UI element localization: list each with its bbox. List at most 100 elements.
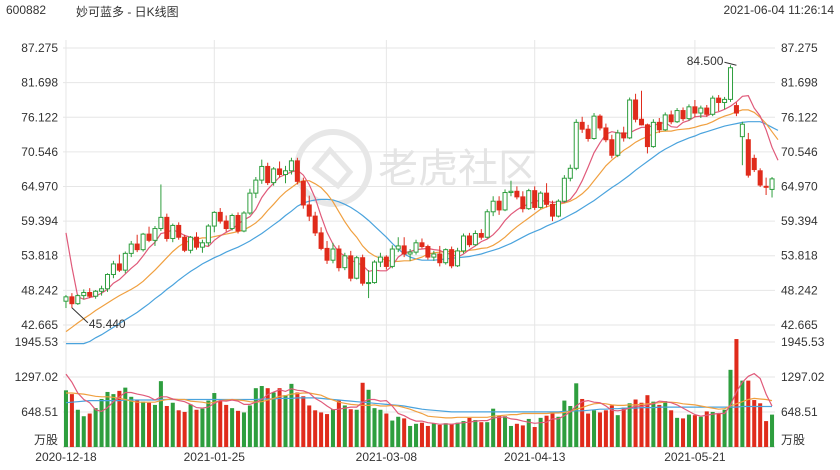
volume-bar xyxy=(497,415,502,447)
volume-bar xyxy=(443,423,448,447)
candle-body xyxy=(532,190,538,208)
candle-body xyxy=(324,247,330,261)
volume-bar xyxy=(431,423,436,447)
candle-body xyxy=(134,243,140,251)
candle-body xyxy=(757,170,763,186)
volume-bar xyxy=(568,405,573,447)
volume-bar xyxy=(176,410,181,447)
candle-body xyxy=(727,67,734,100)
volume-bar xyxy=(265,388,270,447)
candle-body xyxy=(235,214,241,232)
volume-bar xyxy=(686,414,691,447)
candle-body xyxy=(508,190,514,194)
watermark: 老虎社区 xyxy=(294,129,538,207)
volume-bar xyxy=(669,410,674,447)
candle-body xyxy=(472,233,478,246)
candle-body xyxy=(75,295,81,305)
volume-bar xyxy=(348,409,353,447)
candle-body xyxy=(484,211,490,238)
volume-bar xyxy=(704,411,709,447)
volume-bar xyxy=(241,412,246,447)
volume-bar xyxy=(99,398,104,447)
volume-bar xyxy=(503,416,508,447)
candle-body xyxy=(538,192,544,208)
candle-body xyxy=(460,235,467,252)
volume-bar xyxy=(592,410,597,447)
price-tick-label: 48.242 xyxy=(21,283,58,297)
candle-body xyxy=(69,296,75,305)
volume-bar xyxy=(141,401,146,447)
volume-bar xyxy=(639,402,644,447)
candle-body xyxy=(597,115,603,129)
watermark-text: 老虎社区 xyxy=(378,146,538,192)
volume-bar xyxy=(206,400,211,447)
volume-bar xyxy=(603,410,608,447)
candle-body xyxy=(466,235,472,246)
candle-body xyxy=(128,243,134,254)
volume-bar xyxy=(277,388,282,447)
volume-bar xyxy=(758,403,763,447)
volume-bar xyxy=(770,414,775,447)
candle-body xyxy=(615,132,621,156)
volume-bar xyxy=(580,398,585,447)
ma20-line xyxy=(66,121,779,345)
volume-bar xyxy=(520,425,525,447)
candle-body xyxy=(591,115,597,140)
candle-body xyxy=(81,291,87,297)
watermark-logo-mark xyxy=(311,146,354,190)
volume-bar xyxy=(514,423,519,447)
candle-body xyxy=(425,246,431,258)
volume-bar xyxy=(372,408,377,447)
annotations: 84.500 45.440 xyxy=(71,54,737,331)
volume-bar xyxy=(562,400,567,447)
volume-bar xyxy=(147,402,152,447)
volume-bar xyxy=(467,417,472,447)
volume-bar xyxy=(663,401,668,447)
candle-body xyxy=(633,99,639,120)
price-tick-label: 48.242 xyxy=(781,283,818,297)
volume-bar xyxy=(224,404,229,447)
volume-bar xyxy=(574,383,579,447)
candle-body xyxy=(158,216,164,230)
candle-body xyxy=(241,212,247,232)
candle-body xyxy=(722,98,728,103)
volume-tick-label: 1297.02 xyxy=(15,370,59,384)
volume-bar xyxy=(740,380,745,447)
candle-body xyxy=(294,160,300,182)
volume-bar xyxy=(461,421,466,447)
candle-body xyxy=(561,177,567,202)
price-tick-label: 76.122 xyxy=(781,110,818,124)
volume-bar xyxy=(550,412,555,447)
chart-header: 600882 妙可蓝多 - 日K线图 2021-06-04 11:26:14 xyxy=(0,0,840,20)
candle-body xyxy=(99,288,105,292)
candle-body xyxy=(526,190,532,210)
price-tick-label: 70.546 xyxy=(21,145,58,159)
volume-bar xyxy=(681,418,686,447)
candle-body xyxy=(188,236,194,251)
date-label: 2020-12-18 xyxy=(35,450,97,464)
volume-bar xyxy=(164,405,169,447)
candle-body xyxy=(603,127,609,141)
stock-code: 600882 xyxy=(6,3,47,17)
volume-bar xyxy=(609,405,614,447)
volume-bar xyxy=(81,416,86,447)
candle-body xyxy=(496,200,502,211)
candle-body xyxy=(306,204,312,217)
timestamp: 2021-06-04 11:26:14 xyxy=(723,3,834,17)
volume-ma5-line xyxy=(65,372,773,425)
price-axis-left: 87.275 81.698 76.122 70.546 64.970 59.394 53.8… xyxy=(21,41,58,332)
candle-body xyxy=(312,215,318,234)
candle-body xyxy=(710,97,716,115)
volume-bar xyxy=(313,410,318,447)
volume-tick-label: 1945.53 xyxy=(15,335,59,349)
volume-bar xyxy=(63,390,68,447)
volume-bar xyxy=(342,405,347,447)
candle-body xyxy=(401,245,407,255)
candle-body xyxy=(110,263,116,275)
low-marker-line xyxy=(71,307,89,324)
price-tick-label: 81.698 xyxy=(21,76,58,90)
volume-bar xyxy=(408,425,413,447)
candle-body xyxy=(93,290,99,297)
candle-body xyxy=(419,242,425,248)
